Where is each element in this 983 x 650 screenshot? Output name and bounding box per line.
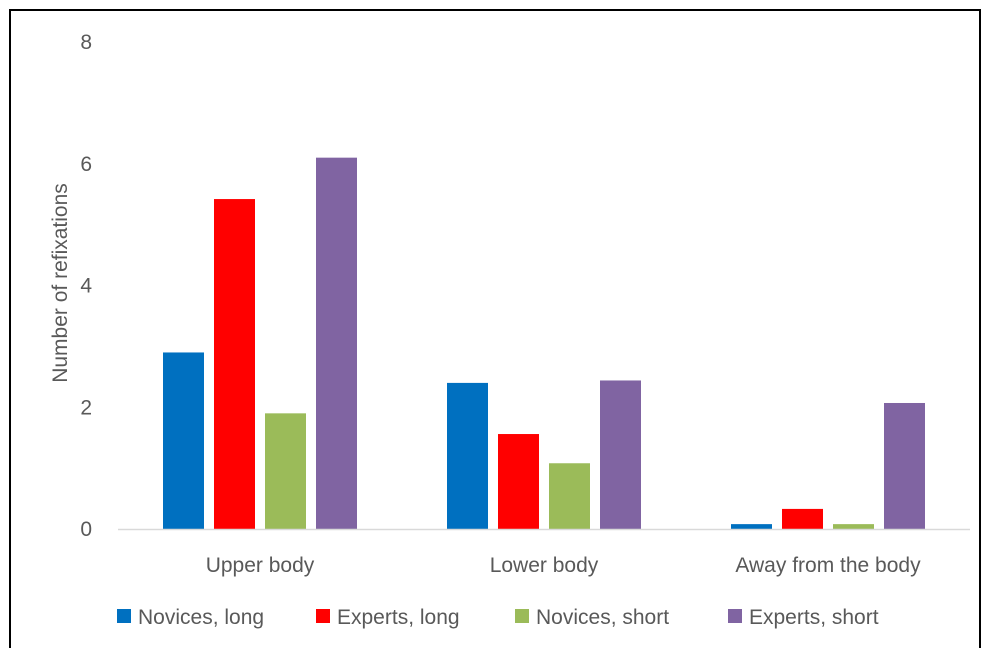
legend-label: Novices, long	[138, 606, 264, 629]
category-label: Upper body	[206, 554, 315, 577]
y-tick-label: 2	[80, 396, 92, 419]
y-tick-label: 6	[80, 153, 92, 176]
y-axis-label: Number of refixations	[49, 183, 72, 383]
legend: Novices, long Experts, long Novices, short…	[117, 606, 879, 629]
legend-swatch	[117, 609, 131, 623]
bar	[549, 463, 590, 529]
chart-frame	[9, 9, 981, 648]
category-label: Away from the body	[735, 554, 921, 577]
bar	[214, 199, 255, 529]
y-tick-label: 0	[80, 518, 92, 541]
bar	[163, 352, 204, 529]
legend-swatch	[728, 609, 742, 623]
legend-swatch	[316, 609, 330, 623]
bars	[163, 157, 925, 529]
bar	[600, 380, 641, 529]
bar	[884, 402, 925, 529]
bar	[316, 157, 357, 529]
category-label: Lower body	[490, 554, 599, 577]
bar	[731, 524, 772, 529]
bar	[498, 434, 539, 529]
legend-label: Experts, long	[337, 606, 460, 629]
category-labels: Upper body Lower body Away from the body	[206, 554, 921, 577]
y-tick-labels: 0 2 4 6 8	[80, 31, 92, 541]
legend-label: Novices, short	[536, 606, 669, 629]
legend-swatch	[515, 609, 529, 623]
bar	[782, 508, 823, 529]
bar	[265, 413, 306, 529]
legend-label: Experts, short	[749, 606, 879, 629]
y-tick-label: 8	[80, 31, 92, 54]
y-tick-label: 4	[80, 275, 92, 298]
bar	[447, 382, 488, 529]
bar	[833, 524, 874, 529]
